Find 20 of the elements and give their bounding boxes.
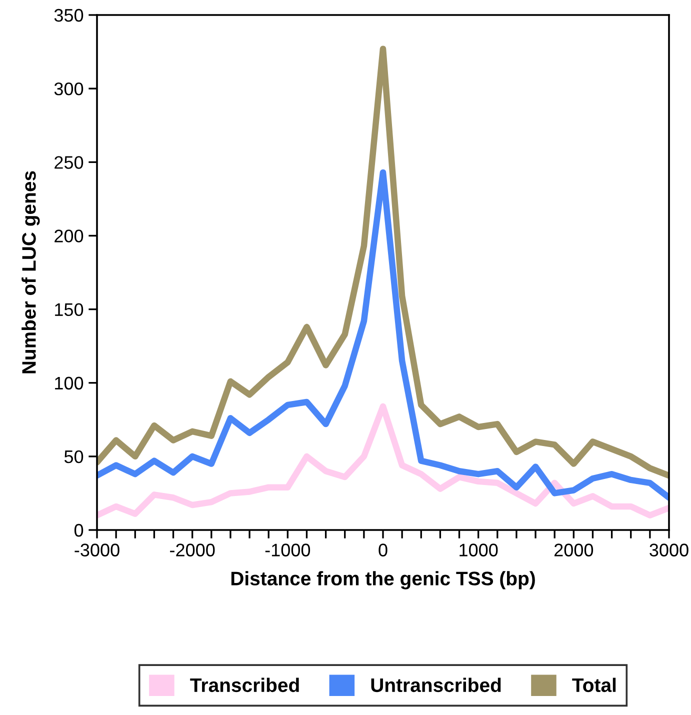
legend-label: Total	[572, 678, 616, 692]
y-tick-label: 250	[54, 156, 84, 169]
y-tick-label: 0	[74, 524, 84, 537]
y-tick-label: 350	[54, 8, 84, 22]
x-tick-label: -3000	[74, 544, 120, 556]
legend-label: Transcribed	[190, 678, 299, 692]
x-tick-label: -1000	[265, 544, 310, 556]
y-tick-label: 200	[54, 230, 84, 242]
y-tick-label: 50	[64, 450, 84, 464]
y-tick-label: 300	[54, 82, 84, 96]
x-tick-label: 1000	[460, 544, 498, 556]
legend-label: Untranscribed	[371, 678, 501, 692]
y-axis-title: Number of LUC genes	[22, 171, 40, 374]
y-tick-label: 100	[55, 376, 84, 390]
x-tick-label: -2000	[170, 544, 215, 556]
x-tick-label: 2000	[554, 544, 594, 556]
x-axis-title: Distance from the genic TSS (bp)	[231, 571, 535, 590]
x-tick-label: 3000	[650, 544, 688, 556]
y-tick-label: 150	[55, 303, 84, 316]
x-tick-label: 0	[378, 544, 388, 556]
